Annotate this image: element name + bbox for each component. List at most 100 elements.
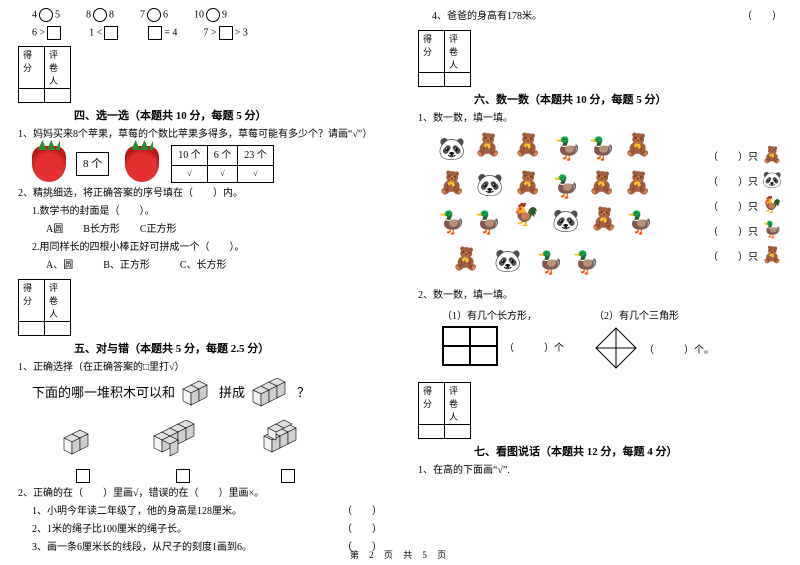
cube-question-line: 下面的哪一堆积木可以和 拼成 ？ (32, 378, 382, 408)
num: 5 (55, 9, 60, 20)
q6-1: 1、数一数，填一填。 (418, 111, 782, 126)
paren[interactable]: （ ） (742, 9, 782, 24)
count-answer-rows: （ ）只🧸 （ ）只🐼 （ ）只🐓 （ ）只🦆 （ ）只🧸 (708, 140, 782, 270)
num: 8 (109, 9, 114, 20)
q6-2-1: （1）有几个长方形， (442, 307, 564, 322)
compare-row-2: 6 > 1 < = 4 7 >> 3 (32, 26, 382, 40)
duck-icon: 🦆 (626, 210, 653, 236)
q6-2-1-block: （1）有几个长方形， （ ）个 (442, 307, 564, 366)
q4-2: 2、精挑细选，将正确答案的序号填在（ ）内。 (18, 186, 382, 201)
panda-icon: 🐼 (438, 136, 465, 162)
grader-cell[interactable] (45, 322, 71, 336)
score-cell[interactable] (419, 425, 445, 439)
score-box-5: 得分评卷人 (18, 279, 71, 336)
compare-row-1: 45 88 76 109 (32, 8, 382, 22)
bear-icon: 🧸 (624, 132, 651, 158)
txt: 4、爸爸的身高有178米。 (432, 11, 542, 22)
txt: 1 < (89, 27, 102, 38)
opt-tick[interactable]: √ (172, 166, 208, 183)
txt: = 4 (164, 27, 177, 38)
rooster-icon: 🐓 (762, 195, 782, 215)
cube-option (58, 424, 108, 483)
bear-icon: 🧸 (438, 170, 465, 196)
section-5-title: 五、对与错（本题共 5 分，每题 2.5 分） (74, 340, 382, 356)
duck-icon: 🦆 (572, 250, 599, 276)
bear-icon: 🧸 (474, 132, 501, 158)
txt: 2、1米的绳子比100厘米的绳子长。 (32, 524, 187, 535)
score-cell[interactable] (19, 322, 45, 336)
num: 7 (140, 9, 145, 20)
txt: 1、小明今年读二年级了，他的身高是128厘米。 (32, 506, 242, 517)
rectangle-grid-icon (442, 326, 498, 366)
cube-target-icon (249, 378, 293, 408)
bear-icon: 🧸 (762, 145, 782, 165)
ans-paren[interactable]: （ ）个 (504, 339, 564, 354)
fill-box[interactable] (104, 26, 118, 40)
grader-label: 评卷人 (445, 383, 471, 425)
qmark: ？ (297, 383, 310, 403)
cube-option (258, 416, 318, 483)
panda-icon: 🐼 (552, 208, 579, 234)
triangle-shape-icon (594, 326, 638, 370)
grader-cell[interactable] (45, 89, 71, 103)
bear-icon: 🧸 (514, 132, 541, 158)
q4-2-1-opts: A圆 B长方形 C正方形 (46, 222, 382, 237)
paren[interactable]: （ ）只 (708, 223, 758, 238)
paren[interactable]: （ ）只 (708, 248, 758, 263)
opt-header: 10 个 (172, 146, 208, 166)
compare-circle[interactable] (206, 8, 220, 22)
compare-circle[interactable] (93, 8, 107, 22)
paren[interactable]: （ ）只 (708, 173, 758, 188)
grader-label: 评卷人 (45, 47, 71, 89)
cube-line-text2: 拼成 (219, 383, 245, 403)
page-footer: 第 2 页 共 5 页 (0, 548, 800, 561)
bear-icon: 🧸 (762, 245, 782, 265)
duck-icon: 🦆 (536, 250, 563, 276)
num: 6 (163, 9, 168, 20)
duck-icon: 🦆 (588, 136, 615, 162)
q6-2-2-block: （2）有几个三角形 （ ）个。 (594, 307, 714, 370)
strawberry-row: 8 个 10 个 6 个 23 个 √ √ √ (32, 145, 382, 183)
num: 4 (32, 9, 37, 20)
answer-box[interactable] (281, 469, 295, 483)
txt: 7 > (203, 27, 216, 38)
duck-icon: 🦆 (474, 210, 501, 236)
bear-icon: 🧸 (514, 170, 541, 196)
opt-tick[interactable]: √ (207, 166, 238, 183)
score-cell[interactable] (19, 89, 45, 103)
q5-1: 1、正确选择（在正确答案的□里打√） (18, 360, 382, 375)
paren[interactable]: （ ） (342, 504, 382, 519)
section-7-title: 七、看图说话（本题共 12 分，每题 4 分） (474, 443, 782, 459)
duck-icon: 🦆 (552, 174, 579, 200)
answer-box[interactable] (176, 469, 190, 483)
q5-2-1: 1、小明今年读二年级了，他的身高是128厘米。 （ ） (32, 504, 382, 519)
score-box-4: 得分评卷人 (18, 46, 71, 103)
q6-2-sub: （1）有几个长方形， （ ）个 （2）有几个三角形 （ ）个。 (442, 307, 782, 370)
compare-circle[interactable] (147, 8, 161, 22)
score-label: 得分 (419, 383, 445, 425)
paren[interactable]: （ ）只 (708, 198, 758, 213)
ans-paren[interactable]: （ ）个。 (644, 341, 714, 356)
grader-cell[interactable] (445, 73, 471, 87)
paren[interactable]: （ ） (342, 522, 382, 537)
compare-circle[interactable] (39, 8, 53, 22)
score-cell[interactable] (419, 73, 445, 87)
answer-box[interactable] (76, 469, 90, 483)
qtop-4: 4、爸爸的身高有178米。 （ ） (432, 9, 782, 24)
page-container: 45 88 76 109 6 > 1 < = 4 7 >> 3 得分评卷人 四、… (0, 0, 800, 540)
fill-box[interactable] (47, 26, 61, 40)
paren[interactable]: （ ）只 (708, 148, 758, 163)
panda-icon: 🐼 (762, 170, 782, 190)
q4-2-2-opts: A、圆 B、正方形 C、长方形 (46, 258, 382, 273)
opt-header: 23 个 (238, 146, 274, 166)
grader-cell[interactable] (445, 425, 471, 439)
fill-box[interactable] (219, 26, 233, 40)
fill-box[interactable] (148, 26, 162, 40)
score-label: 得分 (419, 31, 445, 73)
q5-2-2: 2、1米的绳子比100厘米的绳子长。 （ ） (32, 522, 382, 537)
cube-options-row (58, 416, 382, 483)
q4-1: 1、妈妈买来8个苹果，草莓的个数比苹果多得多，草莓可能有多少个？请画“√”） (18, 127, 382, 142)
opt-tick[interactable]: √ (238, 166, 274, 183)
rooster-icon: 🐓 (512, 202, 539, 228)
bear-icon: 🧸 (452, 246, 479, 272)
